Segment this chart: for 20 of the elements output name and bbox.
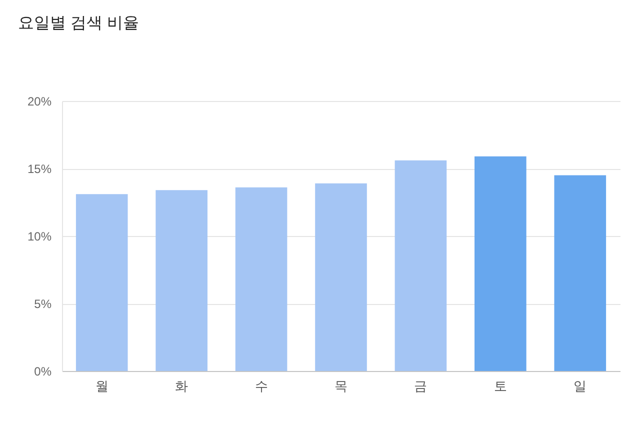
x-tick-label: 월 <box>95 378 108 394</box>
bar <box>76 194 128 371</box>
x-tick-label: 화 <box>175 378 188 394</box>
chart-title: 요일별 검색 비율 <box>18 15 139 32</box>
x-tick-label: 수 <box>254 378 268 394</box>
bar <box>474 156 526 371</box>
x-tick-label: 토 <box>494 378 507 394</box>
bar <box>235 187 288 371</box>
bar <box>156 190 208 371</box>
bar <box>554 175 606 371</box>
y-tick-label: 15% <box>27 162 52 176</box>
bar <box>315 183 367 371</box>
x-tick-label: 목 <box>334 378 348 394</box>
y-tick-label: 5% <box>34 297 52 311</box>
bar <box>394 160 447 371</box>
x-tick-label: 금 <box>414 378 428 394</box>
x-tick-label: 일 <box>574 378 587 394</box>
y-tick-label: 20% <box>27 94 52 108</box>
y-tick-label: 10% <box>27 230 52 244</box>
y-tick-label: 0% <box>34 364 52 378</box>
